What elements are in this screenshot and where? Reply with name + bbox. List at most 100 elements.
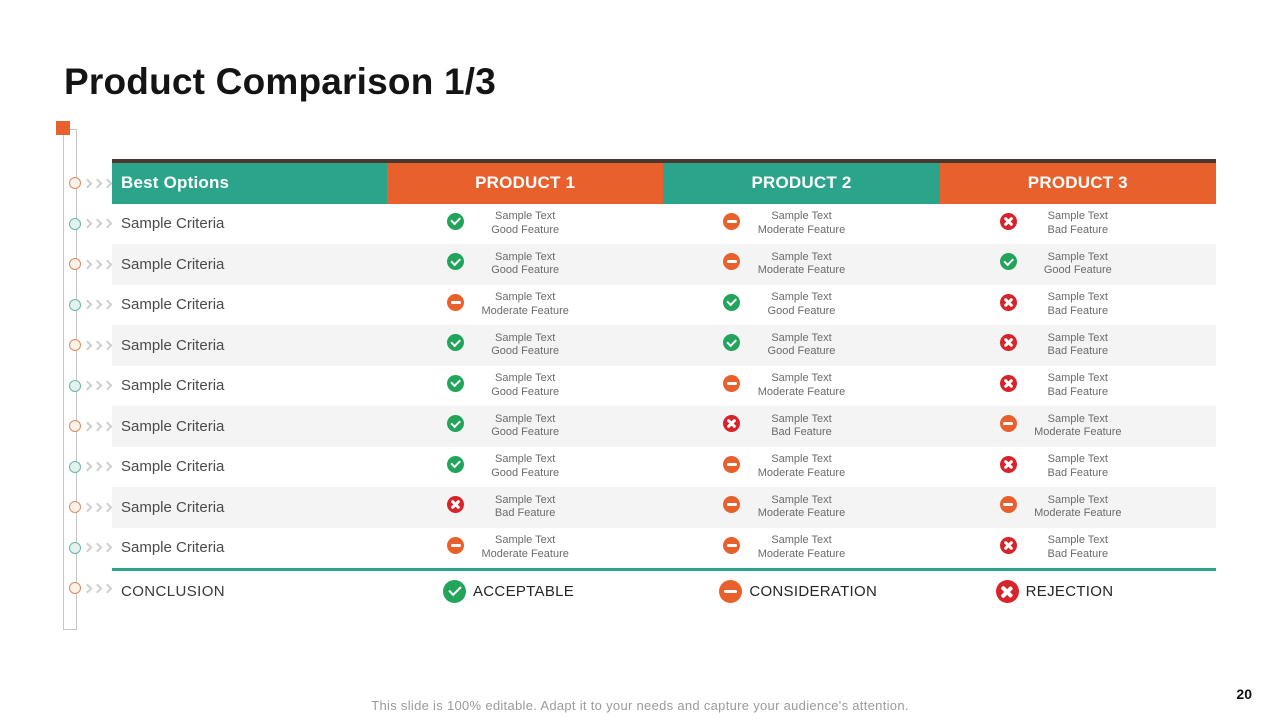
column-header-product-3: PRODUCT 3 bbox=[939, 163, 1216, 204]
status-icon-slot bbox=[723, 455, 741, 478]
status-icon-slot bbox=[723, 536, 741, 559]
minus-circle-icon bbox=[447, 536, 464, 554]
cell-text: Sample Text Bad Feature bbox=[1047, 210, 1109, 236]
status-icon-slot bbox=[723, 212, 741, 235]
status-icon-slot bbox=[723, 374, 741, 397]
chevron-right-icon bbox=[82, 461, 93, 472]
timeline-node bbox=[69, 582, 113, 595]
timeline-node bbox=[69, 420, 113, 433]
criteria-label: Sample Criteria bbox=[121, 458, 225, 476]
table-header-row: Best Options PRODUCT 1 PRODUCT 2 PRODUCT… bbox=[112, 163, 1216, 204]
timeline-node bbox=[69, 460, 113, 473]
check-circle-icon bbox=[999, 253, 1017, 271]
comparison-table: Best Options PRODUCT 1 PRODUCT 2 PRODUCT… bbox=[112, 159, 1216, 612]
conclusion-verdict: REJECTION bbox=[1025, 583, 1114, 600]
chevron-right-icon bbox=[92, 542, 103, 553]
cell-text: Sample Text Moderate Feature bbox=[757, 493, 846, 520]
status-icon-slot bbox=[999, 415, 1017, 437]
cell-text: Sample Text Good Feature bbox=[491, 250, 560, 277]
check-circle-icon bbox=[447, 374, 464, 392]
chevron-right-icon bbox=[82, 542, 93, 553]
conclusion-row: CONCLUSION ACCEPTABLE CONSIDERATION REJECT… bbox=[112, 571, 1216, 612]
check-circle-icon bbox=[723, 293, 741, 311]
timeline-square-marker bbox=[56, 121, 70, 135]
chevron-right-icon bbox=[92, 502, 103, 513]
product-cell: Sample Text Good Feature bbox=[387, 325, 663, 366]
table-row: Sample Criteria Sample Text Moderate Featu… bbox=[112, 528, 1216, 569]
conclusion-cell: REJECTION bbox=[940, 580, 1216, 603]
column-header-product-2: PRODUCT 2 bbox=[663, 163, 940, 204]
criteria-label: Sample Criteria bbox=[121, 539, 225, 557]
chevron-right-icon bbox=[102, 259, 113, 270]
chevron-right-icon bbox=[102, 299, 113, 310]
cell-text: Sample Text Moderate Feature bbox=[757, 250, 846, 277]
chevron-right-icon bbox=[102, 178, 113, 189]
product-cell: Sample Text Bad Feature bbox=[940, 447, 1216, 488]
product-cell: Sample Text Moderate Feature bbox=[663, 528, 939, 569]
timeline-dot bbox=[69, 379, 81, 392]
cell-text: Sample Text Good Feature bbox=[1043, 250, 1112, 277]
status-icon-slot bbox=[447, 455, 464, 478]
x-circle-icon bbox=[999, 293, 1017, 311]
check-circle-icon bbox=[447, 212, 464, 230]
timeline-dot bbox=[69, 258, 81, 271]
product-cell: Sample Text Good Feature bbox=[940, 244, 1216, 285]
status-icon-slot bbox=[999, 334, 1017, 356]
chevron-right-icon bbox=[102, 421, 113, 432]
product-cell: Sample Text Moderate Feature bbox=[663, 366, 939, 407]
chevron-right-icon bbox=[82, 259, 93, 270]
product-cell: Sample Text Moderate Feature bbox=[940, 406, 1216, 447]
minus-circle-icon bbox=[723, 496, 741, 514]
status-icon-slot bbox=[447, 536, 464, 559]
x-circle-icon bbox=[999, 455, 1017, 473]
check-circle-icon bbox=[443, 580, 466, 603]
check-circle-icon bbox=[447, 415, 464, 433]
cell-text: Sample Text Moderate Feature bbox=[757, 372, 846, 398]
criteria-label: Sample Criteria bbox=[121, 296, 225, 314]
product-cell: Sample Text Good Feature bbox=[387, 406, 663, 447]
timeline-node bbox=[69, 258, 113, 271]
x-circle-icon bbox=[999, 536, 1017, 554]
chevron-right-icon bbox=[92, 218, 103, 229]
timeline-dot bbox=[69, 339, 81, 352]
cell-text: Sample Text Moderate Feature bbox=[481, 534, 569, 560]
table-row: Sample Criteria Sample Text Moderate Featu… bbox=[112, 285, 1216, 326]
cell-text: Sample Text Bad Feature bbox=[1047, 372, 1109, 398]
timeline-rail bbox=[63, 129, 77, 630]
status-icon-slot bbox=[447, 253, 464, 275]
criteria-label: Sample Criteria bbox=[121, 215, 225, 233]
product-cell: Sample Text Bad Feature bbox=[940, 528, 1216, 569]
status-icon-slot bbox=[723, 496, 741, 518]
column-header-product-1: PRODUCT 1 bbox=[387, 163, 664, 204]
conclusion-label: CONCLUSION bbox=[121, 583, 226, 600]
timeline-dot bbox=[69, 501, 81, 514]
status-icon-slot bbox=[999, 293, 1017, 316]
product-cell: Sample Text Good Feature bbox=[387, 447, 663, 488]
status-icon-slot bbox=[999, 455, 1017, 478]
chevron-right-icon bbox=[102, 542, 113, 553]
chevron-right-icon bbox=[92, 461, 103, 472]
timeline-node bbox=[69, 501, 113, 514]
timeline-dot bbox=[69, 420, 81, 433]
product-cell: Sample Text Bad Feature bbox=[387, 487, 663, 528]
cell-text: Sample Text Good Feature bbox=[491, 331, 560, 358]
status-icon-slot bbox=[999, 374, 1017, 397]
timeline-dot bbox=[69, 298, 81, 311]
column-header-best-options: Best Options bbox=[112, 163, 387, 204]
cell-text: Sample Text Bad Feature bbox=[494, 493, 556, 520]
check-circle-icon bbox=[447, 455, 464, 473]
table-row: Sample Criteria Sample Text Good Feature Sa… bbox=[112, 406, 1216, 447]
cell-text: Sample Text Moderate Feature bbox=[757, 453, 846, 479]
minus-circle-icon bbox=[723, 536, 741, 554]
timeline-node bbox=[69, 217, 113, 230]
status-icon-slot bbox=[447, 496, 464, 518]
chevron-right-icon bbox=[82, 583, 93, 594]
criteria-label: Sample Criteria bbox=[121, 336, 225, 354]
status-icon-slot bbox=[999, 212, 1017, 235]
product-cell: Sample Text Bad Feature bbox=[940, 325, 1216, 366]
timeline-dot bbox=[69, 177, 81, 190]
table-row: Sample Criteria Sample Text Good Feature Sa… bbox=[112, 366, 1216, 407]
chevron-right-icon bbox=[82, 502, 93, 513]
x-circle-icon bbox=[723, 415, 741, 433]
chevron-right-icon bbox=[82, 299, 93, 310]
